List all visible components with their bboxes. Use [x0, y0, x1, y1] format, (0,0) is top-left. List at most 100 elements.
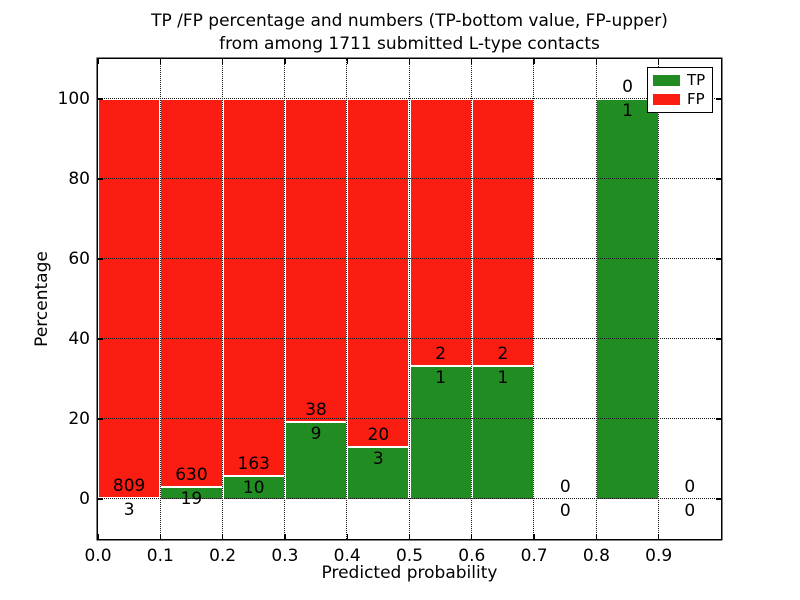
x-tick-top: [595, 59, 598, 64]
legend-label-tp: TP: [687, 70, 706, 89]
fp-count-label: 0: [622, 77, 633, 97]
x-tick-bottom: [346, 534, 348, 539]
chart-title: TP /FP percentage and numbers (TP-bottom…: [98, 10, 721, 56]
y-tick-left: [98, 418, 103, 420]
chart-title-line2: from among 1711 submitted L-type contact…: [219, 34, 600, 54]
x-tick-label: 0.6: [458, 546, 486, 566]
x-tick-bottom: [471, 534, 473, 539]
vertical-gridline: [346, 59, 348, 539]
legend-swatch-fp-icon: [653, 94, 680, 106]
tp-count-label: 1: [497, 367, 509, 388]
x-tick-top: [533, 59, 535, 64]
x-tick-bottom: [408, 534, 411, 539]
tp-bar: [348, 446, 409, 499]
tp-count-label: 3: [123, 499, 135, 520]
vertical-gridline: [657, 59, 659, 539]
y-tick-label: 40: [68, 329, 90, 349]
y-tick-right: [716, 418, 721, 420]
x-tick-label: 0.2: [209, 546, 237, 566]
x-tick-label: 0.1: [146, 546, 174, 566]
y-tick-left: [98, 498, 103, 500]
fp-bar: [223, 99, 284, 476]
legend-swatch-tp-icon: [653, 74, 680, 86]
x-tick-label: 0.5: [395, 546, 424, 566]
tp-count-label: 0: [684, 501, 696, 521]
vertical-gridline: [595, 59, 597, 539]
tp-count-label: 9: [310, 424, 322, 445]
fp-count-label: 630: [175, 465, 208, 486]
x-tick-label: 0.0: [84, 546, 112, 566]
x-tick-bottom: [658, 534, 660, 539]
x-tick-top: [658, 59, 660, 64]
x-tick-top: [159, 59, 161, 64]
fp-bar: [348, 99, 409, 447]
y-tick-label: 60: [68, 249, 90, 269]
y-tick-label: 20: [68, 409, 90, 429]
y-tick-left: [98, 98, 103, 100]
y-tick-right: [716, 178, 721, 180]
x-tick-label: 0.9: [645, 546, 673, 566]
vertical-gridline: [284, 59, 286, 539]
tp-bar: [223, 475, 284, 499]
vertical-gridline: [221, 59, 223, 539]
x-tick-label: 0.3: [271, 546, 299, 566]
tp-count-label: 10: [242, 477, 265, 498]
x-tick-bottom: [595, 534, 598, 539]
x-tick-label: 0.4: [333, 546, 361, 566]
fp-bar: [99, 99, 160, 498]
tp-bar: [161, 487, 222, 499]
fp-count-label: 809: [112, 475, 146, 496]
y-tick-right: [716, 338, 721, 340]
fp-count-label: 38: [305, 400, 327, 421]
y-tick-right: [716, 498, 721, 500]
tp-bar: [597, 99, 658, 499]
legend: TP FP: [647, 67, 713, 113]
fp-count-label: 2: [497, 343, 509, 364]
x-tick-label: 0.8: [582, 546, 610, 566]
chart-title-line1: TP /FP percentage and numbers (TP-bottom…: [151, 11, 668, 31]
tp-count-label: 3: [372, 448, 384, 469]
x-tick-top: [408, 59, 411, 64]
x-tick-bottom: [159, 534, 161, 539]
plot-area: TP FP 809 3 630 19 163 10 38 9 20 3 2 1 2 1 0 0 0 1 0 0 0 20 4…: [58, 59, 721, 566]
x-tick-top: [284, 59, 286, 64]
y-tick-label: 80: [68, 169, 90, 189]
y-tick-left: [98, 338, 103, 340]
x-tick-bottom: [284, 534, 286, 539]
x-tick-bottom: [97, 534, 99, 539]
x-axis-label: Predicted probability: [321, 563, 498, 583]
x-tick-bottom: [221, 534, 224, 539]
fp-count-label: 2: [435, 343, 447, 364]
fp-bar: [161, 99, 222, 488]
y-tick-label: 0: [79, 489, 90, 509]
y-axis-label: Percentage: [32, 251, 52, 347]
vertical-gridline: [471, 59, 473, 539]
y-tick-left: [98, 258, 103, 260]
tp-count-label: 1: [622, 101, 633, 121]
y-tick-right: [716, 98, 721, 100]
fp-bar: [472, 99, 534, 366]
tp-bar: [410, 365, 471, 499]
tp-bar: [472, 365, 534, 499]
legend-label-fp: FP: [687, 90, 705, 109]
x-tick-label: 0.7: [520, 546, 548, 566]
x-tick-top: [346, 59, 348, 64]
tp-count-label: 0: [559, 501, 571, 521]
fp-count-label: 0: [559, 477, 571, 497]
legend-entry-fp: FP: [653, 92, 712, 107]
x-tick-top: [97, 59, 99, 64]
x-tick-bottom: [533, 534, 535, 539]
vertical-gridline: [159, 59, 161, 539]
vertical-gridline: [408, 59, 410, 539]
fp-count-label: 0: [684, 477, 696, 497]
vertical-gridline: [533, 59, 535, 539]
tp-count-label: 1: [435, 367, 447, 388]
legend-entry-tp: TP: [653, 70, 712, 89]
tp-bar: [285, 422, 347, 499]
y-tick-left: [98, 178, 103, 180]
y-tick-right: [716, 258, 721, 260]
fp-count-label: 163: [237, 453, 270, 474]
x-tick-top: [471, 59, 473, 64]
fp-count-label: 20: [367, 424, 390, 445]
